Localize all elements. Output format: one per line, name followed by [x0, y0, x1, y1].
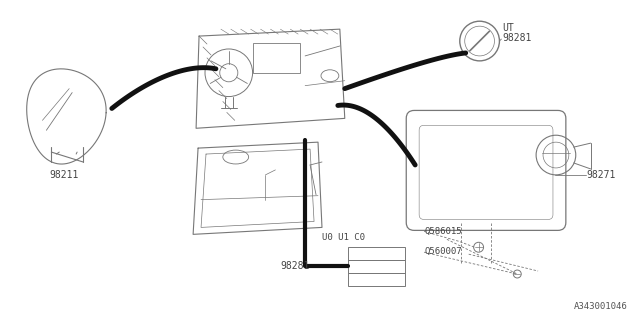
Text: Q586015: Q586015 — [424, 227, 461, 236]
Text: U0 U1 C0: U0 U1 C0 — [322, 233, 365, 242]
Bar — [348, 260, 405, 273]
Bar — [348, 247, 405, 260]
Text: 98281: 98281 — [281, 261, 310, 271]
Text: A343001046: A343001046 — [573, 302, 627, 311]
Text: 98211: 98211 — [49, 170, 79, 180]
Text: 98281: 98281 — [502, 33, 532, 43]
Bar — [348, 273, 405, 286]
Bar — [253, 43, 300, 73]
Text: 98271: 98271 — [587, 170, 616, 180]
Text: UT: UT — [502, 23, 514, 33]
Text: Q560007: Q560007 — [424, 247, 461, 256]
